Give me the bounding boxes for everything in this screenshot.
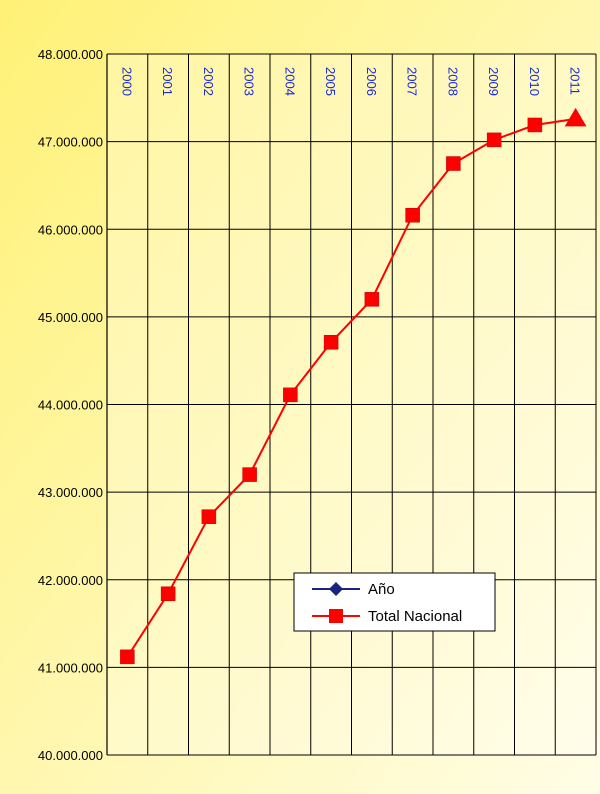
y-tick-label: 43.000.000 [38, 485, 103, 500]
x-tick-label: 2006 [364, 67, 379, 96]
y-tick-label: 40.000.000 [38, 748, 103, 763]
y-tick-label: 44.000.000 [38, 398, 103, 413]
data-series [120, 107, 587, 665]
data-point [242, 467, 257, 482]
data-point [446, 156, 461, 171]
data-point [527, 117, 543, 133]
x-tick-label: 2007 [405, 67, 420, 96]
data-point [201, 509, 217, 524]
y-tick-label: 46.000.000 [38, 222, 103, 237]
y-tick-label: 42.000.000 [38, 573, 103, 588]
y-axis-ticks: 40.000.000 41.000.000 42.000.000 43.000.000… [38, 47, 103, 763]
legend-box [293, 572, 496, 632]
data-point [564, 107, 587, 127]
legend: Año Total Nacional [293, 572, 496, 632]
data-point [323, 335, 339, 350]
data-point [486, 132, 502, 148]
x-tick-label: 2011 [568, 67, 583, 95]
data-point [120, 649, 135, 665]
x-tick-label: 2010 [527, 67, 542, 96]
x-axis-ticks: 2000 2001 2002 2003 2004 2005 2006 2007 2008 2009… [119, 67, 582, 96]
data-point [364, 292, 380, 307]
data-point [283, 387, 298, 403]
y-tick-label: 47.000.000 [38, 135, 103, 150]
legend-marker [329, 582, 343, 596]
x-tick-label: 2009 [486, 67, 501, 96]
x-tick-label: 2003 [242, 67, 257, 96]
x-tick-label: 2004 [282, 67, 297, 96]
data-point [405, 207, 420, 223]
y-tick-label: 48.000.000 [38, 47, 103, 62]
x-tick-label: 2008 [445, 67, 460, 96]
legend-marker [329, 609, 343, 623]
x-tick-label: 2002 [201, 67, 216, 96]
y-tick-label: 45.000.000 [38, 310, 103, 325]
x-tick-label: 2005 [323, 67, 338, 96]
data-point [160, 586, 176, 602]
legend-label: Total Nacional [368, 608, 462, 625]
legend-label: Año [368, 581, 395, 598]
x-tick-label: 2000 [119, 67, 134, 96]
x-tick-label: 2001 [160, 67, 175, 96]
y-tick-label: 41.000.000 [38, 660, 103, 675]
